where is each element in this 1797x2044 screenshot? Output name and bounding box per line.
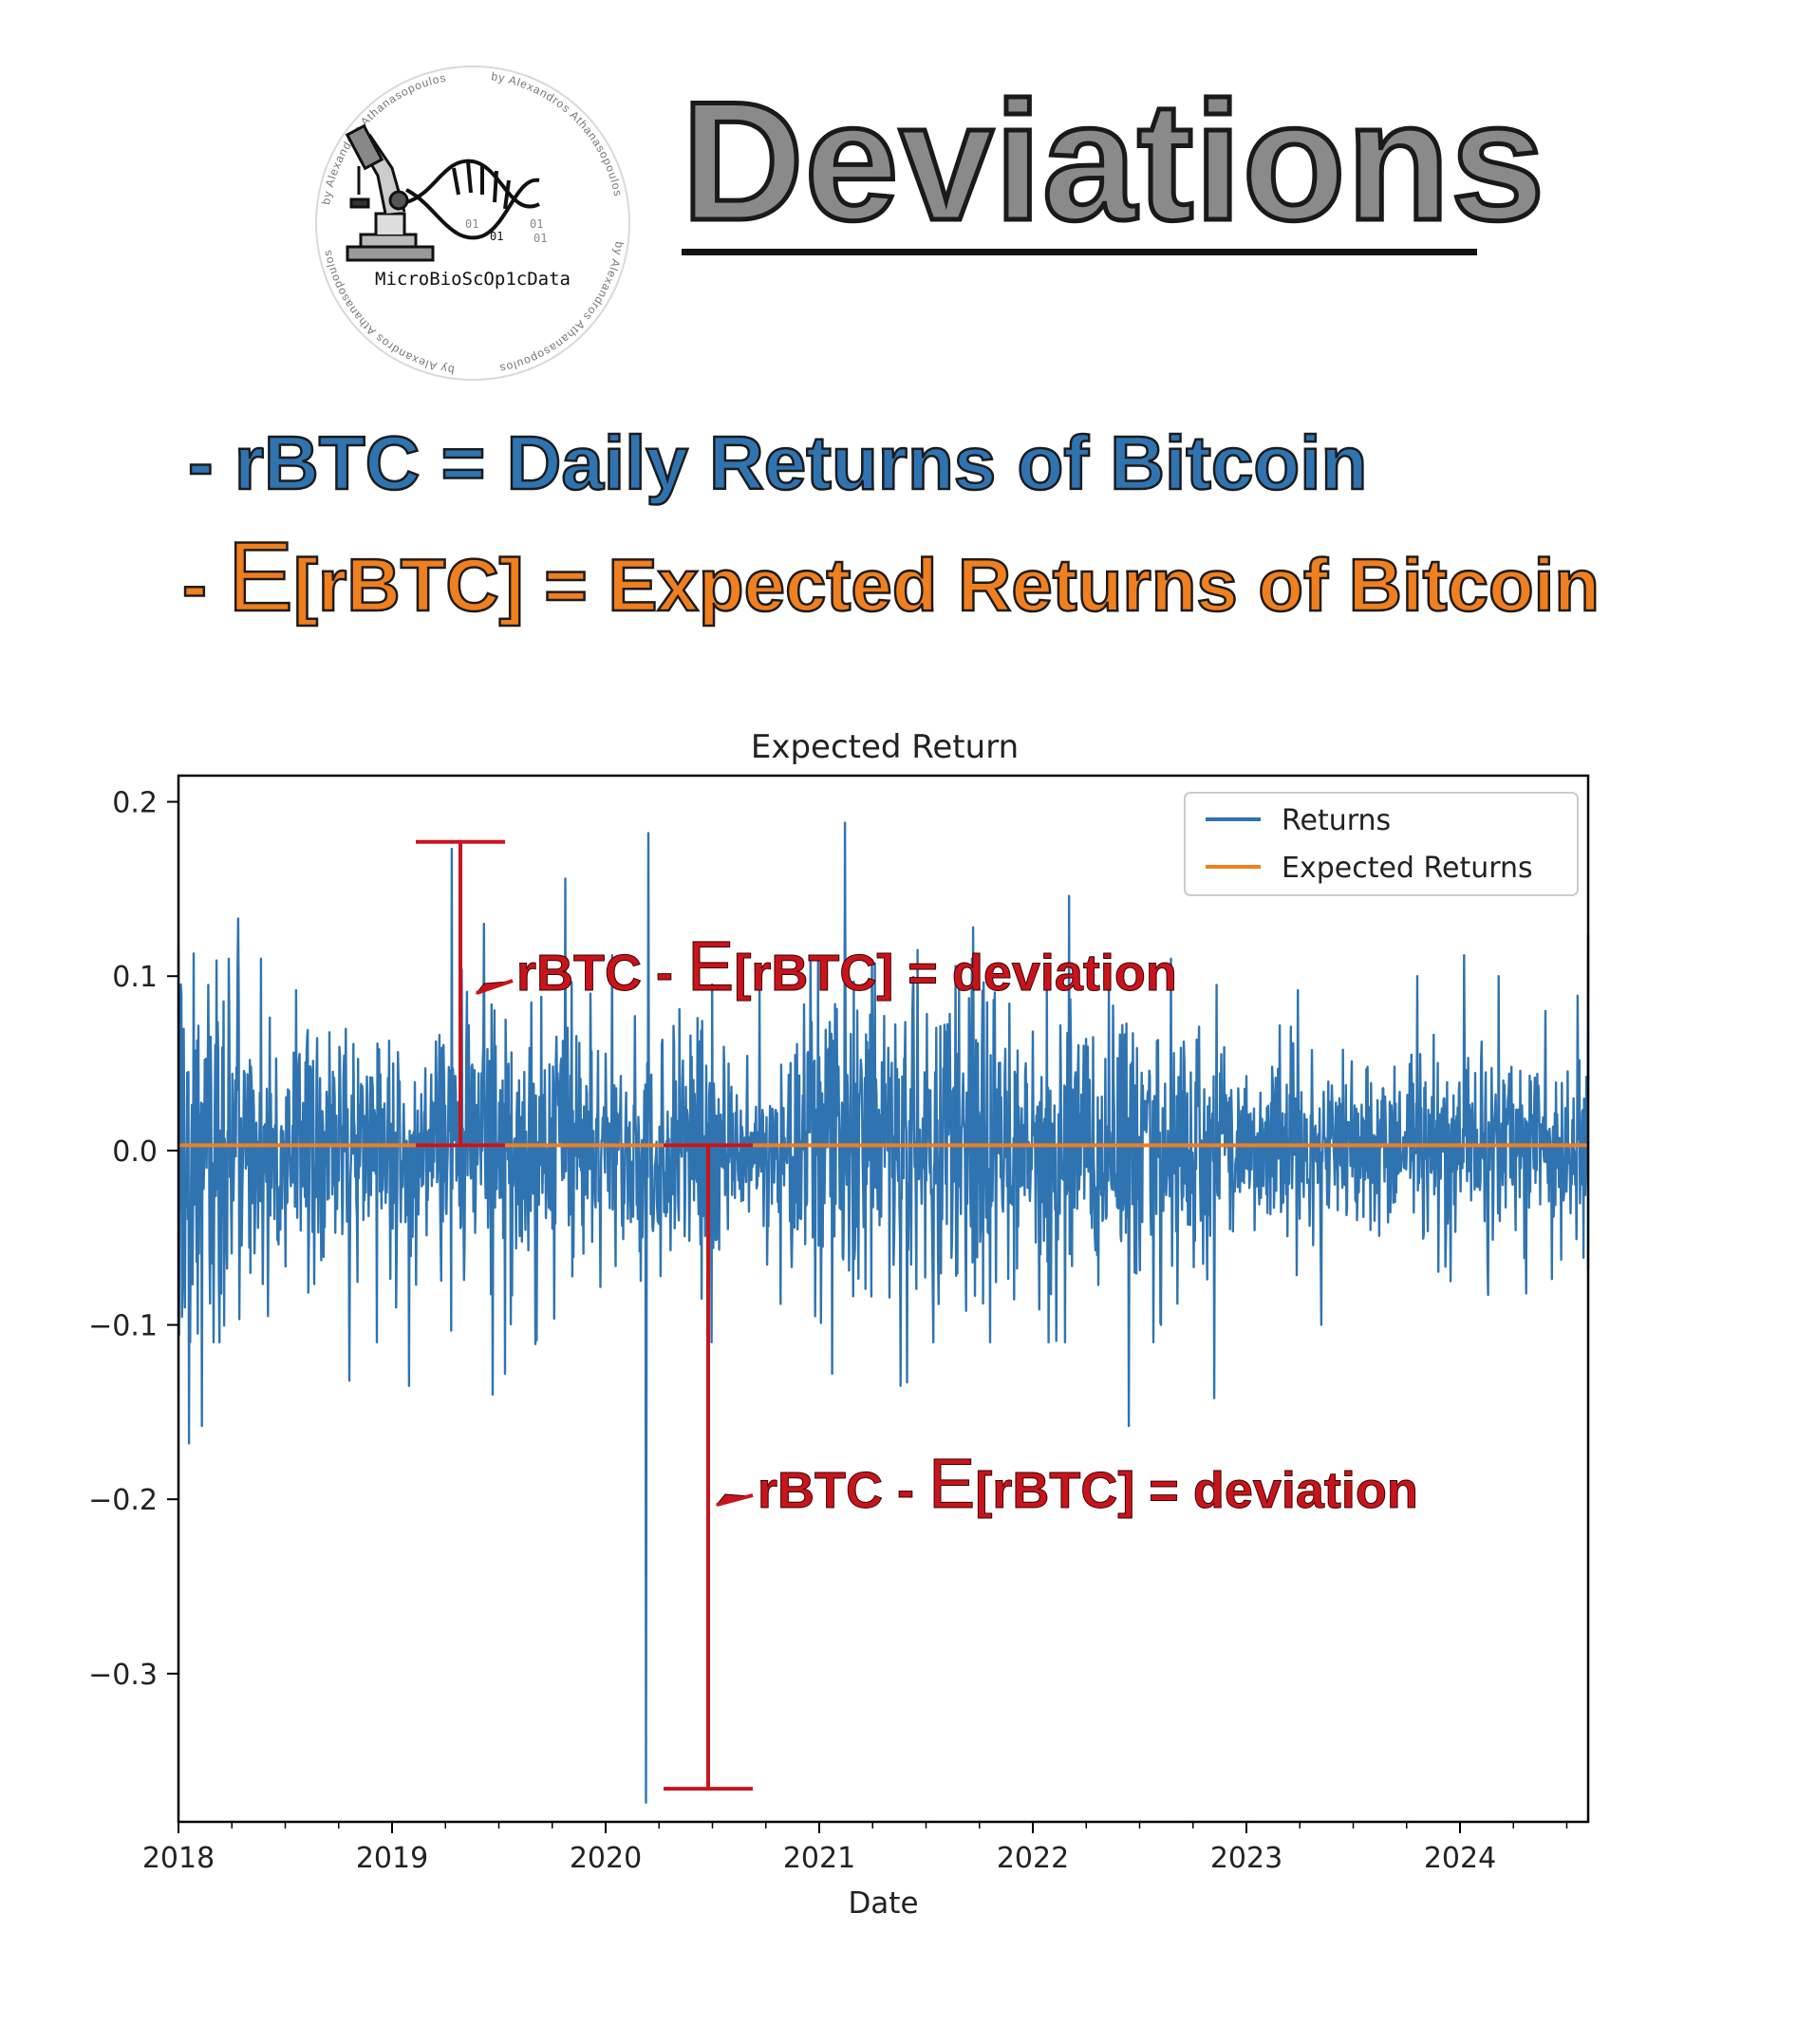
- x-tick-label: 2020: [570, 1842, 642, 1875]
- deviation-label-2: rBTC - E[rBTC] = deviation: [758, 1444, 1418, 1523]
- x-tick-label: 2019: [356, 1842, 428, 1875]
- deviation-arrow-2-shaft: [716, 1493, 754, 1507]
- y-tick-label: 0.0: [112, 1135, 158, 1169]
- svg-text:01: 01: [490, 230, 503, 243]
- definition-rbtc-prefix: -: [187, 420, 234, 507]
- deviation-label-1-symbol: E: [687, 927, 734, 1005]
- deviation-arrow-1-shaft: [476, 979, 514, 995]
- definition-rbtc-text: rBTC = Daily Returns of Bitcoin: [234, 420, 1369, 507]
- deviation-label-1-rhs: [rBTC] = deviation: [734, 945, 1177, 1002]
- dna-helix-icon: [405, 159, 540, 240]
- chart-title: Expected Return: [751, 728, 1019, 766]
- legend-returns-label: Returns: [1282, 804, 1391, 837]
- deviation-label-1: rBTC - E[rBTC] = deviation: [516, 927, 1177, 1005]
- logo-ring-text-3: by Alexandros Athanasopoulos: [497, 241, 626, 376]
- chart-legend: Returns Expected Returns: [1184, 792, 1579, 896]
- y-axis-ticks: 0.2 0.1 0.0 −0.1 −0.2 −0.3: [88, 787, 178, 1692]
- x-axis-label: Date: [848, 1886, 918, 1921]
- microscope-icon: [345, 123, 435, 262]
- svg-text:01: 01: [530, 217, 543, 231]
- x-tick-label: 2022: [997, 1842, 1069, 1875]
- x-tick-label: 2023: [1210, 1842, 1282, 1875]
- definition-rbtc: - rBTC = Daily Returns of Bitcoin: [187, 420, 1369, 507]
- expected-return-chart: Expected Return 2018 2019 2020 2021 2022 2023…: [88, 728, 1590, 1921]
- definition-expected-text: [rBTC] = Expected Returns of Bitcoin: [292, 542, 1600, 628]
- y-tick-label: −0.3: [88, 1659, 158, 1692]
- y-tick-label: 0.2: [112, 787, 158, 820]
- logo-bits: 01 01 01 01: [465, 217, 547, 245]
- deviation-label-1-lhs: rBTC -: [516, 945, 687, 1002]
- x-tick-label: 2018: [142, 1842, 215, 1875]
- definition-expected: - E[rBTC] = Expected Returns of Bitcoin: [181, 527, 1600, 630]
- microbioscopicdata-logo: by Alexandros Athanasopoulos by Alexandr…: [315, 66, 630, 381]
- legend-box: [1184, 792, 1579, 896]
- x-tick-label: 2021: [783, 1842, 855, 1875]
- logo-name: MicroBioScOp1cData: [375, 269, 571, 290]
- logo-ring: [315, 66, 630, 381]
- logo-ring-text-4: by Alexandros Athanasopoulos: [321, 248, 456, 376]
- svg-text:01: 01: [533, 232, 547, 245]
- x-axis-ticks: 2018 2019 2020 2021 2022 2023 2024: [142, 1822, 1568, 1875]
- definition-expected-prefix: -: [181, 542, 228, 628]
- page-title: Deviations: [680, 66, 1547, 256]
- deviation-annotations: rBTC - E[rBTC] = deviation rBTC - E[rBTC…: [416, 839, 1418, 1791]
- y-tick-label: 0.1: [112, 961, 158, 994]
- deviation-label-2-symbol: E: [928, 1444, 975, 1523]
- logo-ring-text-2: by Alexandros Athanasopoulos: [491, 69, 626, 197]
- title-text: Deviations: [680, 66, 1547, 255]
- y-tick-label: −0.1: [88, 1310, 158, 1343]
- plot-frame: [177, 774, 1590, 1824]
- title-underline: [682, 249, 1477, 255]
- definition-expected-symbol: E: [226, 522, 294, 632]
- x-tick-label: 2024: [1424, 1842, 1496, 1875]
- svg-text:01: 01: [465, 217, 478, 231]
- legend-expected-label: Expected Returns: [1282, 852, 1533, 885]
- deviation-label-2-lhs: rBTC -: [758, 1462, 928, 1519]
- y-tick-label: −0.2: [88, 1484, 158, 1517]
- deviation-label-2-rhs: [rBTC] = deviation: [975, 1462, 1418, 1519]
